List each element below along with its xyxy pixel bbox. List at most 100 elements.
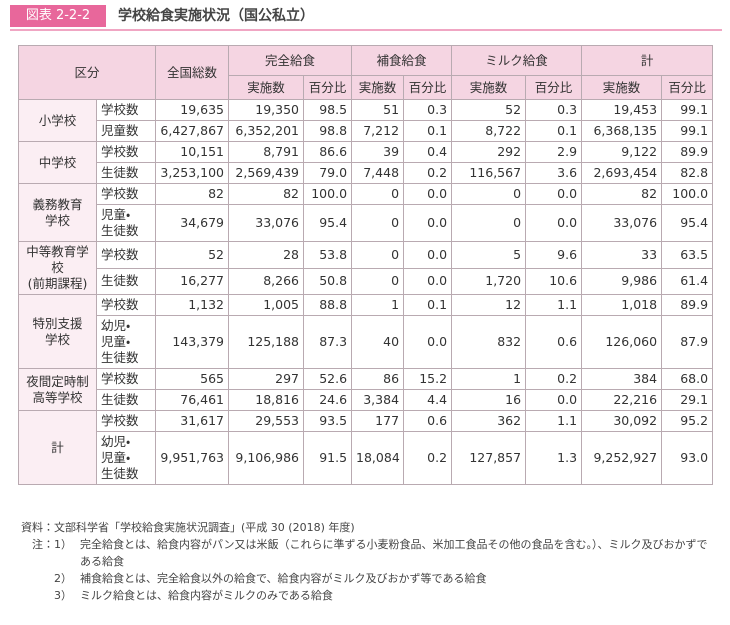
header-cell: 百分比 [525, 75, 583, 100]
note-number: 3） [54, 589, 72, 602]
cell: 6,368,135 [581, 120, 663, 142]
cell: 82 [228, 183, 305, 205]
data-table: 区分 全国総数 完全給食 補食給食 ミルク給食計実施数 百分比 実施数 百分比 実施数 百分比 実施… [17, 45, 714, 485]
table-head: 区分 全国総数 完全給食 補食給食 ミルク給食計実施数 百分比 実施数 百分比 実施数 百分比 実施… [17, 45, 714, 100]
cell: 9,122 [581, 141, 663, 163]
cell: 565 [155, 368, 230, 390]
cell: 6,427,867 [155, 120, 230, 142]
cell: 82.8 [661, 162, 714, 184]
cell: 88.8 [303, 294, 353, 316]
cell: 0.3 [525, 99, 583, 121]
row-label: 学校数 [95, 294, 157, 316]
header-cell: 全国総数 [155, 45, 230, 100]
cell: 86.6 [303, 141, 353, 163]
note-text: ミルク給食とは、給食内容がミルクのみである給食 [80, 589, 333, 602]
cell: 53.8 [303, 241, 353, 269]
cell: 82 [581, 183, 663, 205]
cell: 1,720 [451, 267, 527, 295]
cell: 0.1 [525, 120, 583, 142]
cell: 29.1 [661, 389, 714, 411]
cell: 8,791 [228, 141, 305, 163]
cell: 63.5 [661, 241, 714, 269]
cell: 832 [451, 315, 527, 369]
header-cell: 実施数 [451, 75, 527, 100]
header-cell: 百分比 [403, 75, 453, 100]
cell: 0.0 [525, 183, 583, 205]
cell: 9,951,763 [155, 431, 230, 485]
cell: 0.0 [403, 267, 453, 295]
cell: 95.4 [661, 204, 714, 242]
cell: 0.2 [403, 162, 453, 184]
cell: 12 [451, 294, 527, 316]
cell: 9,986 [581, 267, 663, 295]
cell: 30,092 [581, 410, 663, 432]
note-row: 2） 補食給食とは、完全給食以外の給食で、給食内容がミルク及びおかず等である給食 [18, 570, 718, 587]
note-label [18, 570, 54, 587]
cell: 52 [155, 241, 230, 269]
cell: 0.1 [403, 120, 453, 142]
row-label: 学校数 [95, 241, 157, 269]
group-label: 義務教育 学校 [18, 183, 97, 242]
cell: 0.2 [403, 431, 453, 485]
cell: 1,005 [228, 294, 305, 316]
cell: 52.6 [303, 368, 353, 390]
cell: 0.0 [525, 389, 583, 411]
cell: 3,384 [351, 389, 405, 411]
cell: 16 [451, 389, 527, 411]
table-row: 中等教育学校 (前期課程) 学校数 52 28 53.8 0 0.0 5 9.6 33 63.5 [18, 241, 714, 295]
table-row: 生徒数 76,461 18,816 24.6 3,384 4.4 16 0.0 22,216 29… [19, 389, 714, 411]
cell: 0.6 [403, 410, 453, 432]
table-row: 生徒数 3,253,100 2,569,439 79.0 7,448 0.2 116,567… [19, 162, 714, 184]
group-label: 夜間定時制 高等学校 [18, 368, 97, 411]
header-cell: 実施数 [351, 75, 405, 100]
header-cell: 補食給食 [351, 45, 453, 76]
header-cell: 計 [581, 45, 714, 76]
header-cell: 完全給食 [228, 45, 353, 76]
table-row: 小学校 学校数 19,635 19,350 98.5 51 0.3 52 0.3 19,453 99… [18, 99, 714, 142]
cell: 31,617 [155, 410, 230, 432]
cell: 6,352,201 [228, 120, 305, 142]
cell: 89.9 [661, 294, 714, 316]
cell: 0.0 [403, 183, 453, 205]
cell: 0.0 [403, 315, 453, 369]
note-label [18, 587, 54, 604]
header-cell: ミルク給食 [451, 45, 583, 76]
cell: 3.6 [525, 162, 583, 184]
table-row: 児童・ 生徒数 34,679 33,076 95.4 0 0.0 0 0.0 33,076 95.… [19, 204, 714, 242]
source-label: 資料： [21, 521, 54, 534]
cell: 98.8 [303, 120, 353, 142]
cell: 125,188 [228, 315, 305, 369]
row-label: 幼児・ 児童・ 生徒数 [95, 431, 157, 485]
header-row: 実施数 百分比 実施数 百分比 実施数 百分比 実施数 百分比 [19, 75, 714, 100]
row-label: 学校数 [95, 183, 157, 205]
row-label: 幼児・ 児童・ 生徒数 [95, 315, 157, 369]
cell: 0 [351, 183, 405, 205]
cell: 9,252,927 [581, 431, 663, 485]
cell: 52 [451, 99, 527, 121]
cell: 3,253,100 [155, 162, 230, 184]
cell: 0 [351, 204, 405, 242]
cell: 9,106,986 [228, 431, 305, 485]
cell: 89.9 [661, 141, 714, 163]
notes: 資料： 文部科学省「学校給食実施状況調査」(平成 30 (2018) 年度) 注： 1… [18, 519, 718, 604]
row-label: 学校数 [95, 410, 157, 432]
cell: 2,693,454 [581, 162, 663, 184]
table-body: 小学校 学校数 19,635 19,350 98.5 51 0.3 52 0.3 19,453 99… [18, 99, 714, 485]
table-row: 計学校数 31,617 29,553 93.5 177 0.6 362 1.1 30,092 95… [18, 410, 714, 485]
cell: 0.2 [525, 368, 583, 390]
group-label: 小学校 [18, 99, 97, 142]
cell: 4.4 [403, 389, 453, 411]
cell: 100.0 [303, 183, 353, 205]
note-row: 注： 1） 完全給食とは、給食内容がパン又は米飯（これらに準ずる小麦粉食品、米加工食… [18, 536, 718, 570]
cell: 9.6 [525, 241, 583, 269]
header-cell: 実施数 [228, 75, 305, 100]
title: 学校給食実施状況（国公私立） [118, 8, 314, 24]
header-cell: 百分比 [661, 75, 714, 100]
cell: 29,553 [228, 410, 305, 432]
cell: 87.3 [303, 315, 353, 369]
cell: 5 [451, 241, 527, 269]
cell: 0 [451, 204, 527, 242]
header-cell: 実施数 [581, 75, 663, 100]
cell: 143,379 [155, 315, 230, 369]
cell: 51 [351, 99, 405, 121]
